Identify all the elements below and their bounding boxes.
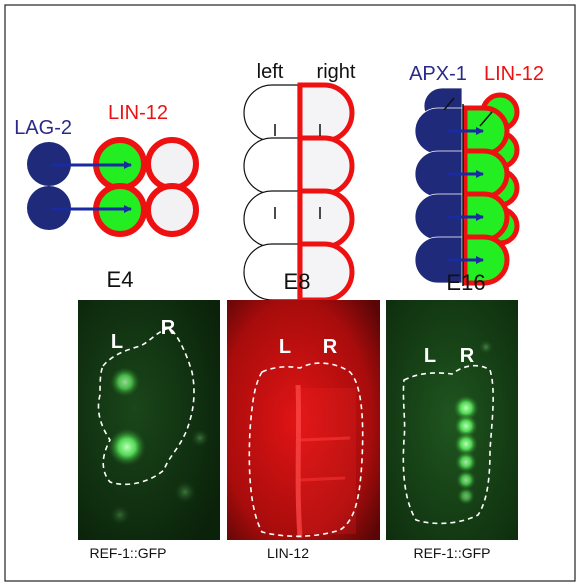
stage-label-e16: E16 [446, 270, 485, 295]
lag2-label: LAG-2 [14, 117, 72, 139]
lin12-cell-top-right [145, 137, 199, 191]
e8-left-cell [243, 137, 299, 195]
e16-division-ticks [443, 97, 493, 127]
e8-right-cells [297, 82, 355, 303]
e8-left-cells [243, 84, 299, 301]
left-side-label: left [257, 61, 284, 83]
panel-e8: left right E8 [243, 61, 356, 303]
e8-left-cell [243, 243, 299, 301]
e8-division-ticks [274, 124, 321, 219]
lag2-cell-bottom [27, 186, 71, 230]
e16-signal-arrows [447, 127, 484, 264]
e16-left-cells [414, 107, 463, 284]
micrograph-1: L R REF-1::GFP [78, 300, 220, 561]
micrograph-3-image [386, 300, 518, 540]
micrograph-1-caption: REF-1::GFP [89, 545, 166, 561]
e8-right-cell [297, 241, 355, 303]
micrograph-2: L R LIN-12 [227, 300, 380, 561]
panel-e4: LAG-2 LIN-12 E4 [14, 102, 199, 292]
e8-left-cell [243, 84, 299, 142]
right-side-label: right [317, 61, 356, 83]
micrograph-3-embryo-outline [402, 364, 494, 525]
e8-right-cell [297, 188, 355, 250]
e16-lin12-cell [462, 234, 510, 286]
e16-apx1-cell [414, 236, 463, 284]
micrograph-1-right-mark: R [161, 317, 176, 339]
micrograph-3-caption: REF-1::GFP [413, 545, 490, 561]
micrograph-1-left-mark: L [111, 331, 123, 353]
e8-right-cell [297, 135, 355, 197]
micrograph-2-left-mark: L [279, 336, 291, 358]
e16-right-cells [462, 105, 510, 286]
e4-lin12-label: LIN-12 [108, 102, 168, 124]
e8-right-cell [297, 82, 355, 144]
panel-e16: APX-1 LIN-12 [409, 63, 544, 295]
lag2-cell-top [27, 142, 71, 186]
micrograph-3: L R REF-1::GFP [386, 300, 518, 561]
micrograph-2-embryo-outline [248, 362, 364, 538]
micrograph-1-image [78, 300, 220, 540]
micrograph-3-right-mark: R [460, 345, 475, 367]
micrograph-2-caption: LIN-12 [267, 545, 309, 561]
e8-left-cell [243, 190, 299, 248]
micrograph-3-left-mark: L [424, 345, 436, 367]
stage-label-e8: E8 [284, 269, 311, 294]
apx1-label: APX-1 [409, 63, 467, 85]
micrograph-2-right-mark: R [323, 336, 338, 358]
e16-lin12-label: LIN-12 [484, 63, 544, 85]
stage-label-e4: E4 [107, 267, 134, 292]
lin12-cell-bottom-right [145, 183, 199, 237]
